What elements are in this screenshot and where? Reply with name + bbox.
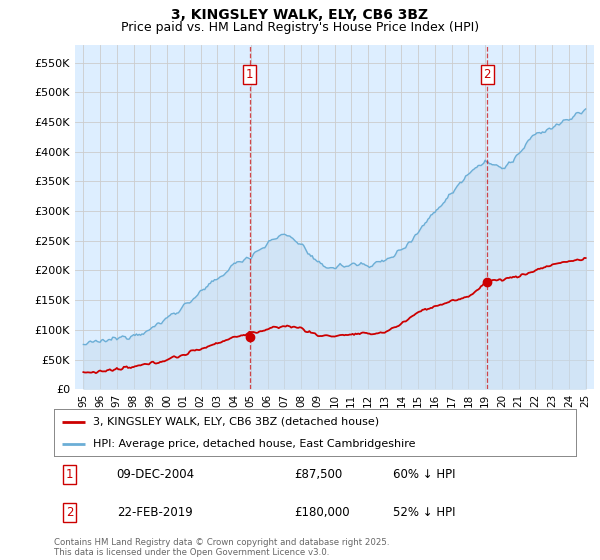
Text: 3, KINGSLEY WALK, ELY, CB6 3BZ: 3, KINGSLEY WALK, ELY, CB6 3BZ xyxy=(172,8,428,22)
Text: £87,500: £87,500 xyxy=(294,468,343,481)
Text: 22-FEB-2019: 22-FEB-2019 xyxy=(116,506,193,519)
Text: 52% ↓ HPI: 52% ↓ HPI xyxy=(394,506,456,519)
Text: 2: 2 xyxy=(484,68,491,81)
Text: 2: 2 xyxy=(66,506,73,519)
Text: 60% ↓ HPI: 60% ↓ HPI xyxy=(394,468,456,481)
Text: HPI: Average price, detached house, East Cambridgeshire: HPI: Average price, detached house, East… xyxy=(93,438,416,449)
Text: Price paid vs. HM Land Registry's House Price Index (HPI): Price paid vs. HM Land Registry's House … xyxy=(121,21,479,34)
Text: 3, KINGSLEY WALK, ELY, CB6 3BZ (detached house): 3, KINGSLEY WALK, ELY, CB6 3BZ (detached… xyxy=(93,417,379,427)
Text: Contains HM Land Registry data © Crown copyright and database right 2025.
This d: Contains HM Land Registry data © Crown c… xyxy=(54,538,389,557)
Text: 09-DEC-2004: 09-DEC-2004 xyxy=(116,468,195,481)
Text: £180,000: £180,000 xyxy=(294,506,350,519)
Text: 1: 1 xyxy=(246,68,254,81)
Text: 1: 1 xyxy=(66,468,73,481)
